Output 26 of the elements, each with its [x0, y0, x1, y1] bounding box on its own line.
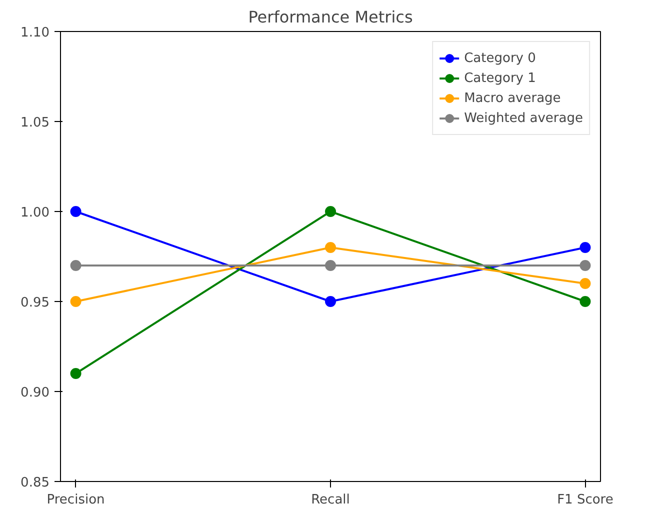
- y-tick-label: 0.85: [20, 476, 50, 490]
- x-tick-label: Recall: [311, 492, 350, 508]
- point: [325, 260, 336, 271]
- legend-label: Macro average: [464, 90, 561, 106]
- point: [580, 278, 591, 289]
- point: [325, 296, 336, 307]
- x-tick-label: F1 Score: [557, 492, 614, 508]
- x-tick-label: Precision: [46, 492, 105, 508]
- y-tick-label: 0.90: [20, 386, 50, 400]
- point: [325, 242, 336, 253]
- point: [70, 296, 82, 307]
- y-tick-label: 1.05: [20, 116, 50, 130]
- point: [70, 206, 82, 217]
- legend-label: Category 0: [464, 50, 536, 66]
- point: [580, 296, 591, 307]
- legend-label: Category 1: [464, 70, 536, 86]
- legend-label: Weighted average: [464, 110, 583, 126]
- chart-title: Performance Metrics: [248, 8, 413, 26]
- point: [580, 242, 591, 253]
- y-tick-label: 1.00: [20, 206, 50, 220]
- point: [70, 260, 82, 271]
- point: [325, 206, 336, 217]
- point: [580, 260, 591, 271]
- point: [70, 368, 82, 379]
- y-tick-label: 1.10: [20, 26, 50, 40]
- y-tick-label: 0.95: [20, 296, 50, 310]
